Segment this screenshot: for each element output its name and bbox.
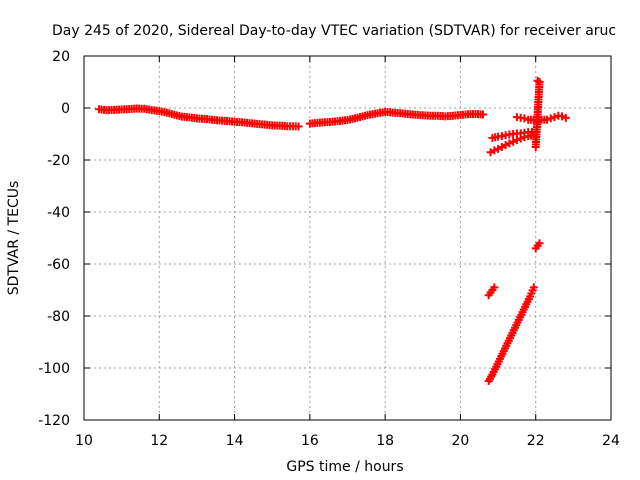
y-tick-label: -100 (38, 361, 70, 377)
series-short-ramp-1 (484, 283, 499, 300)
y-tick-label: 20 (52, 49, 70, 65)
data-point (520, 114, 529, 123)
x-tick-label: 22 (527, 433, 545, 449)
data-point (479, 110, 488, 119)
data-point (294, 122, 303, 131)
data-point (543, 115, 552, 124)
y-axis-label: SDTVAR / TECUs (6, 181, 22, 296)
x-tick-label: 24 (602, 433, 620, 449)
data-point (550, 113, 559, 122)
data-point (490, 146, 499, 155)
data-point (535, 239, 544, 248)
data-point (546, 114, 555, 123)
x-tick-label: 16 (301, 433, 319, 449)
series-main-trace-1 (95, 104, 303, 131)
y-tick-label: -80 (47, 309, 70, 325)
data-point (529, 283, 538, 292)
data-point (531, 143, 540, 151)
data-point (561, 113, 570, 122)
data-point (490, 283, 499, 292)
y-tick-label: -120 (38, 413, 70, 429)
data-point (512, 135, 521, 144)
series-late-segment-upper (488, 127, 536, 142)
data-point (516, 134, 525, 143)
chart-title: Day 245 of 2020, Sidereal Day-to-day VTE… (52, 23, 616, 39)
x-axis-label: GPS time / hours (286, 459, 403, 475)
x-tick-label: 14 (226, 433, 244, 449)
series-steep-ramp (484, 283, 538, 385)
x-tick-label: 10 (75, 433, 93, 449)
series-short-ramp-2 (531, 239, 544, 253)
series-main-trace-2 (305, 107, 488, 128)
axis-ticks: 10 12 14 16 18 20 22 24 -120 -100 -80 -60 -40 -20 0 20 (38, 49, 620, 449)
y-tick-label: -40 (47, 205, 70, 221)
series-isolated-points (531, 76, 544, 151)
x-tick-label: 20 (452, 433, 470, 449)
x-tick-label: 18 (376, 433, 394, 449)
y-tick-label: -20 (47, 153, 70, 169)
y-tick-label: -60 (47, 257, 70, 273)
data-point (558, 112, 567, 121)
data-point (520, 133, 529, 142)
x-tick-label: 12 (150, 433, 168, 449)
data-point (505, 139, 514, 148)
y-tick-label: 0 (61, 101, 70, 117)
data-layer (95, 76, 570, 385)
plot-frame (83, 55, 612, 421)
